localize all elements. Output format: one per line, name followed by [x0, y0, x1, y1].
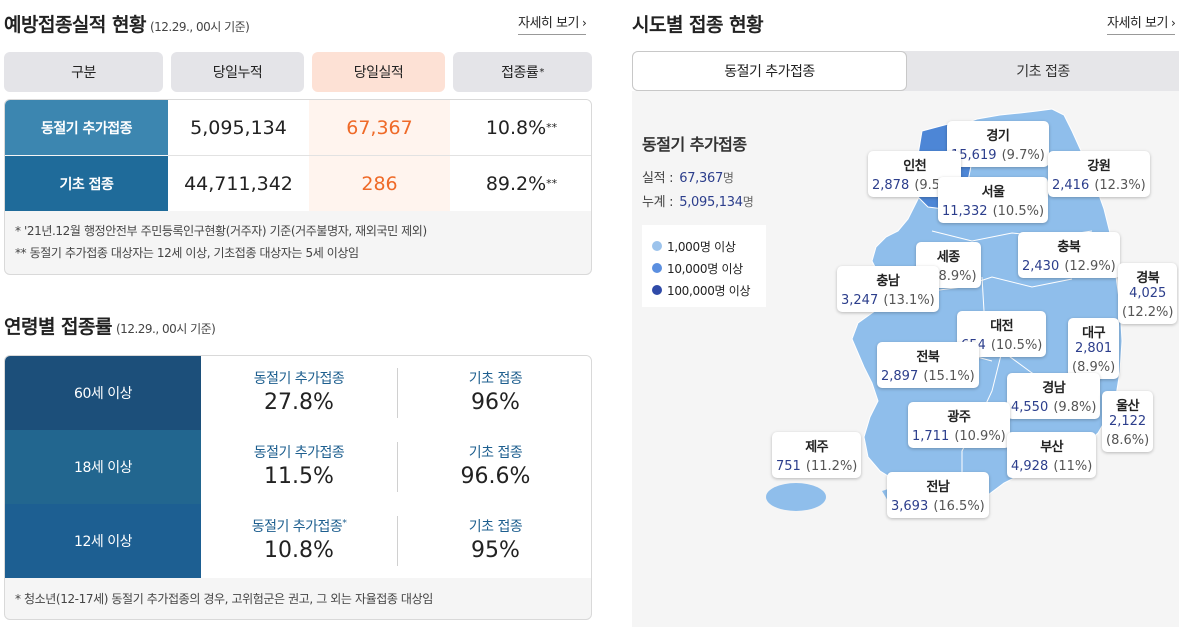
- age-18-booster-value: 11.5%: [264, 464, 334, 489]
- legend-dot-icon: [652, 285, 662, 295]
- summary-more-label: 자세히 보기: [518, 16, 579, 31]
- region-busan[interactable]: 부산 4,928 (11%): [1007, 432, 1097, 478]
- header-rate-sup: *: [539, 66, 544, 78]
- header-rate: 접종률 *: [453, 52, 592, 92]
- map-panel-title: 동절기 추가접종: [642, 135, 747, 154]
- region-more-label: 자세히 보기: [1107, 16, 1168, 31]
- summary-header-row: 구분 당일누적 당일실적 접종률 *: [4, 52, 592, 92]
- age-60-basic-title: 기초 접종: [468, 371, 523, 387]
- region-title: 시도별 접종 현황: [632, 14, 764, 36]
- age-title: 연령별 접종률 (12.29., 00시 기준): [4, 312, 216, 339]
- age-row-12: 12세 이상 동절기 추가접종* 10.8% 기초 접종 95%: [5, 504, 591, 578]
- region-chungnam[interactable]: 충남 3,247 (13.1%): [837, 266, 939, 312]
- age-title-sub: (12.29., 00시 기준): [116, 322, 216, 336]
- column-divider: [397, 516, 398, 566]
- age-note: * 청소년(12-17세) 동절기 추가접종의 경우, 고위험군은 권고, 그 …: [15, 592, 433, 606]
- region-ulsan[interactable]: 울산 2,122 (8.6%): [1102, 391, 1154, 452]
- tab-basic[interactable]: 기초 접종: [1016, 64, 1070, 80]
- summary-row-basic: 기초 접종 44,711,342 286 89.2% **: [5, 156, 591, 211]
- age-18-booster-title: 동절기 추가접종: [253, 445, 345, 461]
- stat-today: 실적 :67,367명: [642, 171, 734, 186]
- summary-title-text: 예방접종실적 현황: [4, 14, 146, 36]
- summary-table: 동절기 추가접종 5,095,134 67,367 10.8% ** 기초 접종 …: [4, 99, 592, 275]
- chevron-right-icon: ›: [581, 16, 587, 30]
- basic-today: 286: [309, 156, 450, 211]
- age-label-60: 60세 이상: [5, 356, 201, 430]
- region-seoul[interactable]: 서울 11,332 (10.5%): [938, 177, 1049, 223]
- column-divider: [397, 442, 398, 492]
- basic-rate: 89.2% **: [485, 172, 558, 195]
- legend-dot-icon: [652, 241, 662, 251]
- age-60-booster: 동절기 추가접종 27.8%: [201, 356, 397, 430]
- age-12-booster-title: 동절기 추가접종*: [251, 518, 347, 535]
- age-60-booster-title: 동절기 추가접종: [253, 371, 345, 387]
- age-label-12: 12세 이상: [5, 504, 201, 578]
- age-12-booster-value: 10.8%: [264, 538, 334, 563]
- booster-rate: 10.8% **: [485, 116, 558, 139]
- region-jeonnam[interactable]: 전남 3,693 (16.5%): [887, 472, 989, 518]
- region-map-panel: 동절기 추가접종 실적 :67,367명 누계 :5,095,134명 1,00…: [632, 91, 1179, 627]
- region-gwangju[interactable]: 광주 1,711 (10.9%): [908, 402, 1010, 448]
- region-tabs: 동절기 추가접종 기초 접종: [632, 51, 1179, 91]
- booster-cumulative: 5,095,134: [190, 116, 287, 139]
- region-more-link[interactable]: 자세히 보기 ›: [1107, 12, 1176, 35]
- region-jeonbuk[interactable]: 전북 2,897 (15.1%): [877, 342, 979, 388]
- column-divider: [397, 368, 398, 418]
- age-60-basic-value: 96%: [471, 390, 520, 415]
- chevron-right-icon: ›: [1170, 16, 1176, 30]
- basic-cumulative: 44,711,342: [184, 172, 293, 195]
- legend-item: 100,000명 이상: [652, 279, 766, 301]
- age-18-basic-title: 기초 접종: [468, 445, 523, 461]
- age-60-booster-value: 27.8%: [264, 390, 334, 415]
- age-12-basic-value: 95%: [471, 538, 520, 563]
- row-label-booster: 동절기 추가접종: [5, 100, 168, 155]
- legend-dot-icon: [652, 263, 662, 273]
- header-today: 당일실적: [312, 52, 445, 92]
- row-label-basic: 기초 접종: [5, 156, 168, 211]
- summary-title-sub: (12.29., 00시 기준): [149, 20, 250, 34]
- region-daegu[interactable]: 대구 2,801 (8.9%): [1068, 318, 1120, 379]
- age-60-basic: 기초 접종 96%: [398, 356, 591, 430]
- age-title-text: 연령별 접종률: [4, 316, 113, 338]
- age-12-basic-title: 기초 접종: [468, 519, 523, 535]
- map-legend: 1,000명 이상 10,000명 이상 100,000명 이상: [642, 225, 766, 307]
- map-jeju: [766, 483, 826, 511]
- tab-booster[interactable]: 동절기 추가접종: [632, 51, 907, 91]
- region-gyeongbuk[interactable]: 경북 4,025 (12.2%): [1118, 263, 1178, 324]
- legend-item: 10,000명 이상: [652, 257, 766, 279]
- header-cumulative: 당일누적: [171, 52, 304, 92]
- age-row-60: 60세 이상 동절기 추가접종 27.8% 기초 접종 96%: [5, 356, 591, 430]
- age-table: 60세 이상 동절기 추가접종 27.8% 기초 접종 96% 18세 이상 동…: [4, 355, 592, 620]
- header-category: 구분: [4, 52, 163, 92]
- booster-today: 67,367: [309, 100, 450, 155]
- region-jeju[interactable]: 제주 751 (11.2%): [772, 432, 862, 478]
- summary-row-booster: 동절기 추가접종 5,095,134 67,367 10.8% **: [5, 100, 591, 155]
- region-gangwon[interactable]: 강원 2,416 (12.3%): [1048, 151, 1150, 197]
- row-divider: [168, 155, 591, 156]
- age-label-18: 18세 이상: [5, 430, 201, 504]
- region-gyeongnam[interactable]: 경남 4,550 (9.8%): [1007, 373, 1101, 419]
- summary-note-2: ** 동절기 추가접종 대상자는 12세 이상, 기초접종 대상자는 5세 이상…: [15, 246, 359, 260]
- age-row-18: 18세 이상 동절기 추가접종 11.5% 기초 접종 96.6%: [5, 430, 591, 504]
- summary-title: 예방접종실적 현황 (12.29., 00시 기준): [4, 10, 250, 37]
- summary-more-link[interactable]: 자세히 보기 ›: [518, 12, 587, 35]
- region-gyeonggi[interactable]: 경기 15,619 (9.7%): [947, 121, 1049, 167]
- region-chungbuk[interactable]: 충북 2,430 (12.9%): [1018, 232, 1120, 278]
- legend-item: 1,000명 이상: [652, 235, 766, 257]
- summary-note-1: * '21년.12월 행정안전부 주민등록인구현황(거주자) 기준(거주불명자,…: [15, 224, 427, 238]
- stat-total: 누계 :5,095,134명: [642, 195, 754, 210]
- age-12-booster: 동절기 추가접종* 10.8%: [201, 504, 397, 578]
- age-18-booster: 동절기 추가접종 11.5%: [201, 430, 397, 504]
- age-18-basic-value: 96.6%: [460, 464, 531, 489]
- age-12-basic: 기초 접종 95%: [398, 504, 591, 578]
- age-18-basic: 기초 접종 96.6%: [398, 430, 591, 504]
